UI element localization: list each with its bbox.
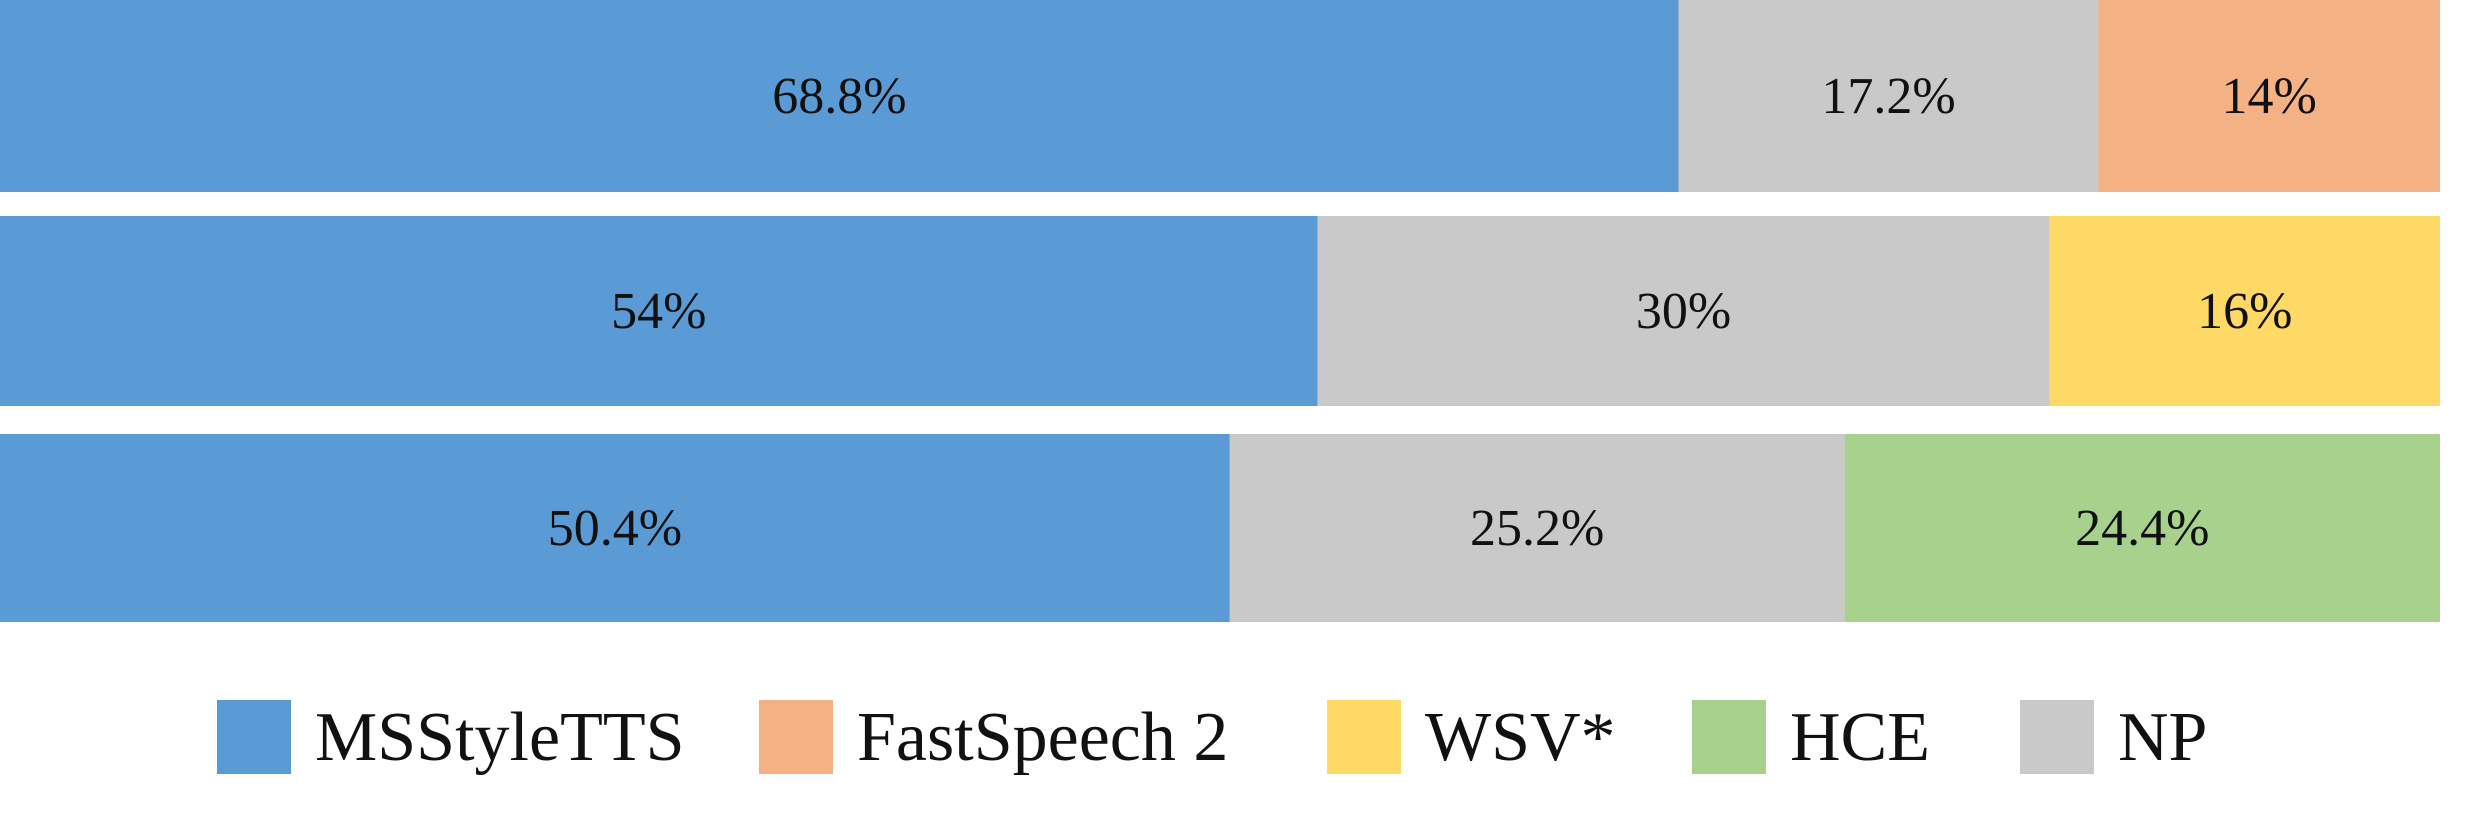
bar-segment-hce: [1844, 434, 2440, 622]
bar-1: 68.8% 17.2% 14%: [0, 0, 2440, 192]
legend: MSStyleTTS FastSpeech 2 WSV* HCE NP: [217, 699, 2207, 776]
bar-3: 50.4% 25.2% 24.4%: [0, 434, 2440, 622]
legend-swatch: [1327, 700, 1401, 774]
legend-swatch: [1692, 700, 1766, 774]
data-label: 50.4%: [548, 500, 682, 557]
data-label: 68.8%: [772, 68, 906, 125]
data-label: 25.2%: [1470, 500, 1604, 557]
data-label: 54%: [611, 283, 706, 340]
bar-segment-msstyletts: [0, 434, 1230, 622]
legend-swatch: [759, 700, 833, 774]
data-label: 30%: [1636, 283, 1731, 340]
bar-2: 54% 30% 16%: [0, 216, 2440, 406]
bar-segment-np: [1317, 216, 2050, 406]
data-label: 16%: [2197, 283, 2292, 340]
data-label: 14%: [2222, 68, 2317, 125]
bars-layer: 68.8% 17.2% 14% 54% 30% 16% 50.4% 25.2% 24.4%: [0, 0, 2440, 622]
data-label: 24.4%: [2075, 500, 2209, 557]
bar-segment-fastspeech-2: [2098, 0, 2440, 192]
bar-segment-msstyletts: [0, 216, 1318, 406]
legend-item-hce: HCE: [1692, 699, 1930, 776]
legend-label: MSStyleTTS: [315, 699, 685, 776]
legend-item-msstyletts: MSStyleTTS: [217, 699, 685, 776]
legend-item-fastspeech-2: FastSpeech 2: [759, 699, 1228, 776]
legend-label: FastSpeech 2: [857, 699, 1228, 776]
legend-label: NP: [2118, 699, 2207, 776]
legend-swatch: [2020, 700, 2094, 774]
bar-segment-wsv: [2049, 216, 2440, 406]
legend-item-np: NP: [2020, 699, 2207, 776]
legend-swatch: [217, 700, 291, 774]
bar-segment-msstyletts: [0, 0, 1679, 192]
bar-segment-np: [1678, 0, 2099, 192]
legend-item-wsv: WSV*: [1327, 699, 1616, 776]
data-label: 17.2%: [1821, 68, 1955, 125]
legend-label: HCE: [1790, 699, 1930, 776]
legend-label: WSV*: [1425, 699, 1616, 776]
bar-segment-np: [1229, 434, 1845, 622]
